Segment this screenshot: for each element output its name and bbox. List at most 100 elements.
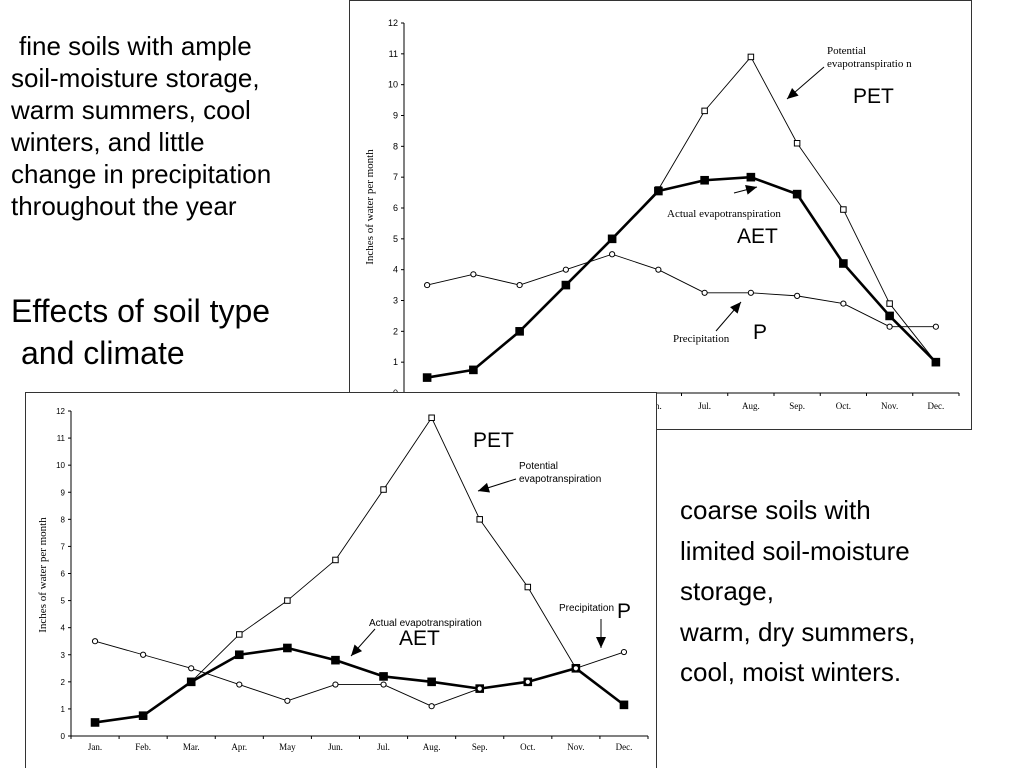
y-tick-label: 6 [61,570,66,579]
series-line [426,175,937,379]
y-tick-label: 4 [393,265,398,275]
pet-annotation: Potential evapotranspiratio n [827,45,912,71]
data-point [283,643,292,653]
data-point [620,648,628,656]
series-line [94,646,625,724]
x-tick-label: Jul. [377,742,390,752]
coarse-soil-water-balance-chart: 0 1 2 3 4 5 6 7 8 9 10 11 12 Jan. Feb. Mar. Apr. May Jun. J… [25,392,657,768]
annotation-arrow-head [478,482,490,493]
x-tick-label: Oct. [836,401,851,411]
fine-soils-description: fine soils with ample soil-moisture stor… [11,30,271,222]
text-line: cool, moist winters. [680,657,902,687]
x-tick-label: Jan. [88,742,102,752]
data-point [885,311,894,321]
x-tick-label: Nov. [567,742,584,752]
data-point [515,327,524,336]
data-point [380,486,387,493]
data-point [234,650,244,660]
x-tick-label: Sep. [789,401,805,411]
data-point [424,281,431,289]
data-point [427,677,436,687]
data-point [90,718,100,727]
data-point [476,685,483,692]
x-tick-label: Dec. [616,742,633,752]
data-point [138,711,148,720]
y-tick-label: 8 [61,515,66,524]
data-point [794,292,801,299]
data-point [188,665,195,672]
data-point [469,365,478,375]
pet-annotation-line: Potential [519,461,558,472]
x-tick-label: Dec. [928,401,945,411]
text-line: warm, dry summers, [680,616,916,647]
data-point [284,697,291,704]
x-tick-label: n. [655,401,662,411]
data-point [379,672,388,681]
text-line: storage, [680,576,774,606]
data-point [236,681,243,688]
text-line: soil-moisture storage, [11,63,260,93]
x-tick-label: Mar. [183,742,200,752]
x-tick-label: Aug. [423,742,441,752]
y-axis-label: Inches of water per month [364,149,376,265]
y-tick-label: 3 [61,651,66,660]
data-point [380,681,387,688]
data-point [476,516,483,523]
y-tick-label: 10 [56,461,65,470]
annotation-arrow-head [351,644,363,656]
aet-short-label: AET [399,627,440,650]
y-tick-label: 11 [389,49,398,59]
y-tick-label: 4 [61,624,66,633]
x-tick-label: May [279,742,296,752]
data-point [701,289,708,296]
data-point [839,259,848,268]
data-point [572,665,579,672]
x-tick-label: Jun. [328,742,343,752]
data-point [886,300,893,307]
precipitation-annotation: Precipitation [673,333,730,345]
pet-annotation: Potential evapotranspiration [519,460,601,486]
y-axis-label: Inches of water per month [37,517,49,633]
data-point [840,300,847,307]
y-tick-label: 0 [61,732,66,741]
data-point [186,677,196,687]
heading-line: and climate [21,335,185,371]
data-point [91,638,99,645]
y-tick-label: 2 [61,678,66,687]
slide-heading: Effects of soil type and climate [11,290,270,374]
text-line: coarse soils with [680,495,871,525]
data-point [607,234,617,244]
data-point [524,678,531,685]
y-tick-label: 1 [61,705,66,714]
aet-short-label: AET [737,225,778,248]
pet-short-label: PET [473,429,514,452]
x-tick-label: Feb. [135,742,151,752]
pet-annotation-line: evapotranspiration [519,474,602,485]
data-point [428,414,435,422]
text-line: throughout the year [11,191,237,221]
data-point [793,140,801,147]
x-tick-label: Aug. [742,401,760,411]
data-point [654,186,663,196]
x-tick-label: Oct. [520,742,535,752]
annotation-arrow-head [596,637,606,648]
annotation-arrow-head [730,302,741,314]
text-line: warm summers, cool [11,95,251,125]
pet-annotation-line: Potential [827,45,867,57]
aet-annotation: Actual evapotranspiration [667,208,781,220]
y-tick-label: 3 [393,296,398,306]
text-line: winters, and little [11,127,205,157]
data-point [422,373,432,382]
text-line: fine soils with ample [19,31,252,61]
y-tick-label: 12 [56,407,65,416]
data-point [236,631,243,638]
annotation-arrow-head [745,184,757,195]
annotation-arrow-head [787,88,799,99]
x-tick-label: Apr. [231,742,247,752]
y-tick-label: 7 [393,172,398,182]
data-point [332,681,339,688]
data-point [886,323,893,330]
data-point [931,357,941,367]
data-point [746,172,756,182]
p-short-label: P [753,321,768,344]
